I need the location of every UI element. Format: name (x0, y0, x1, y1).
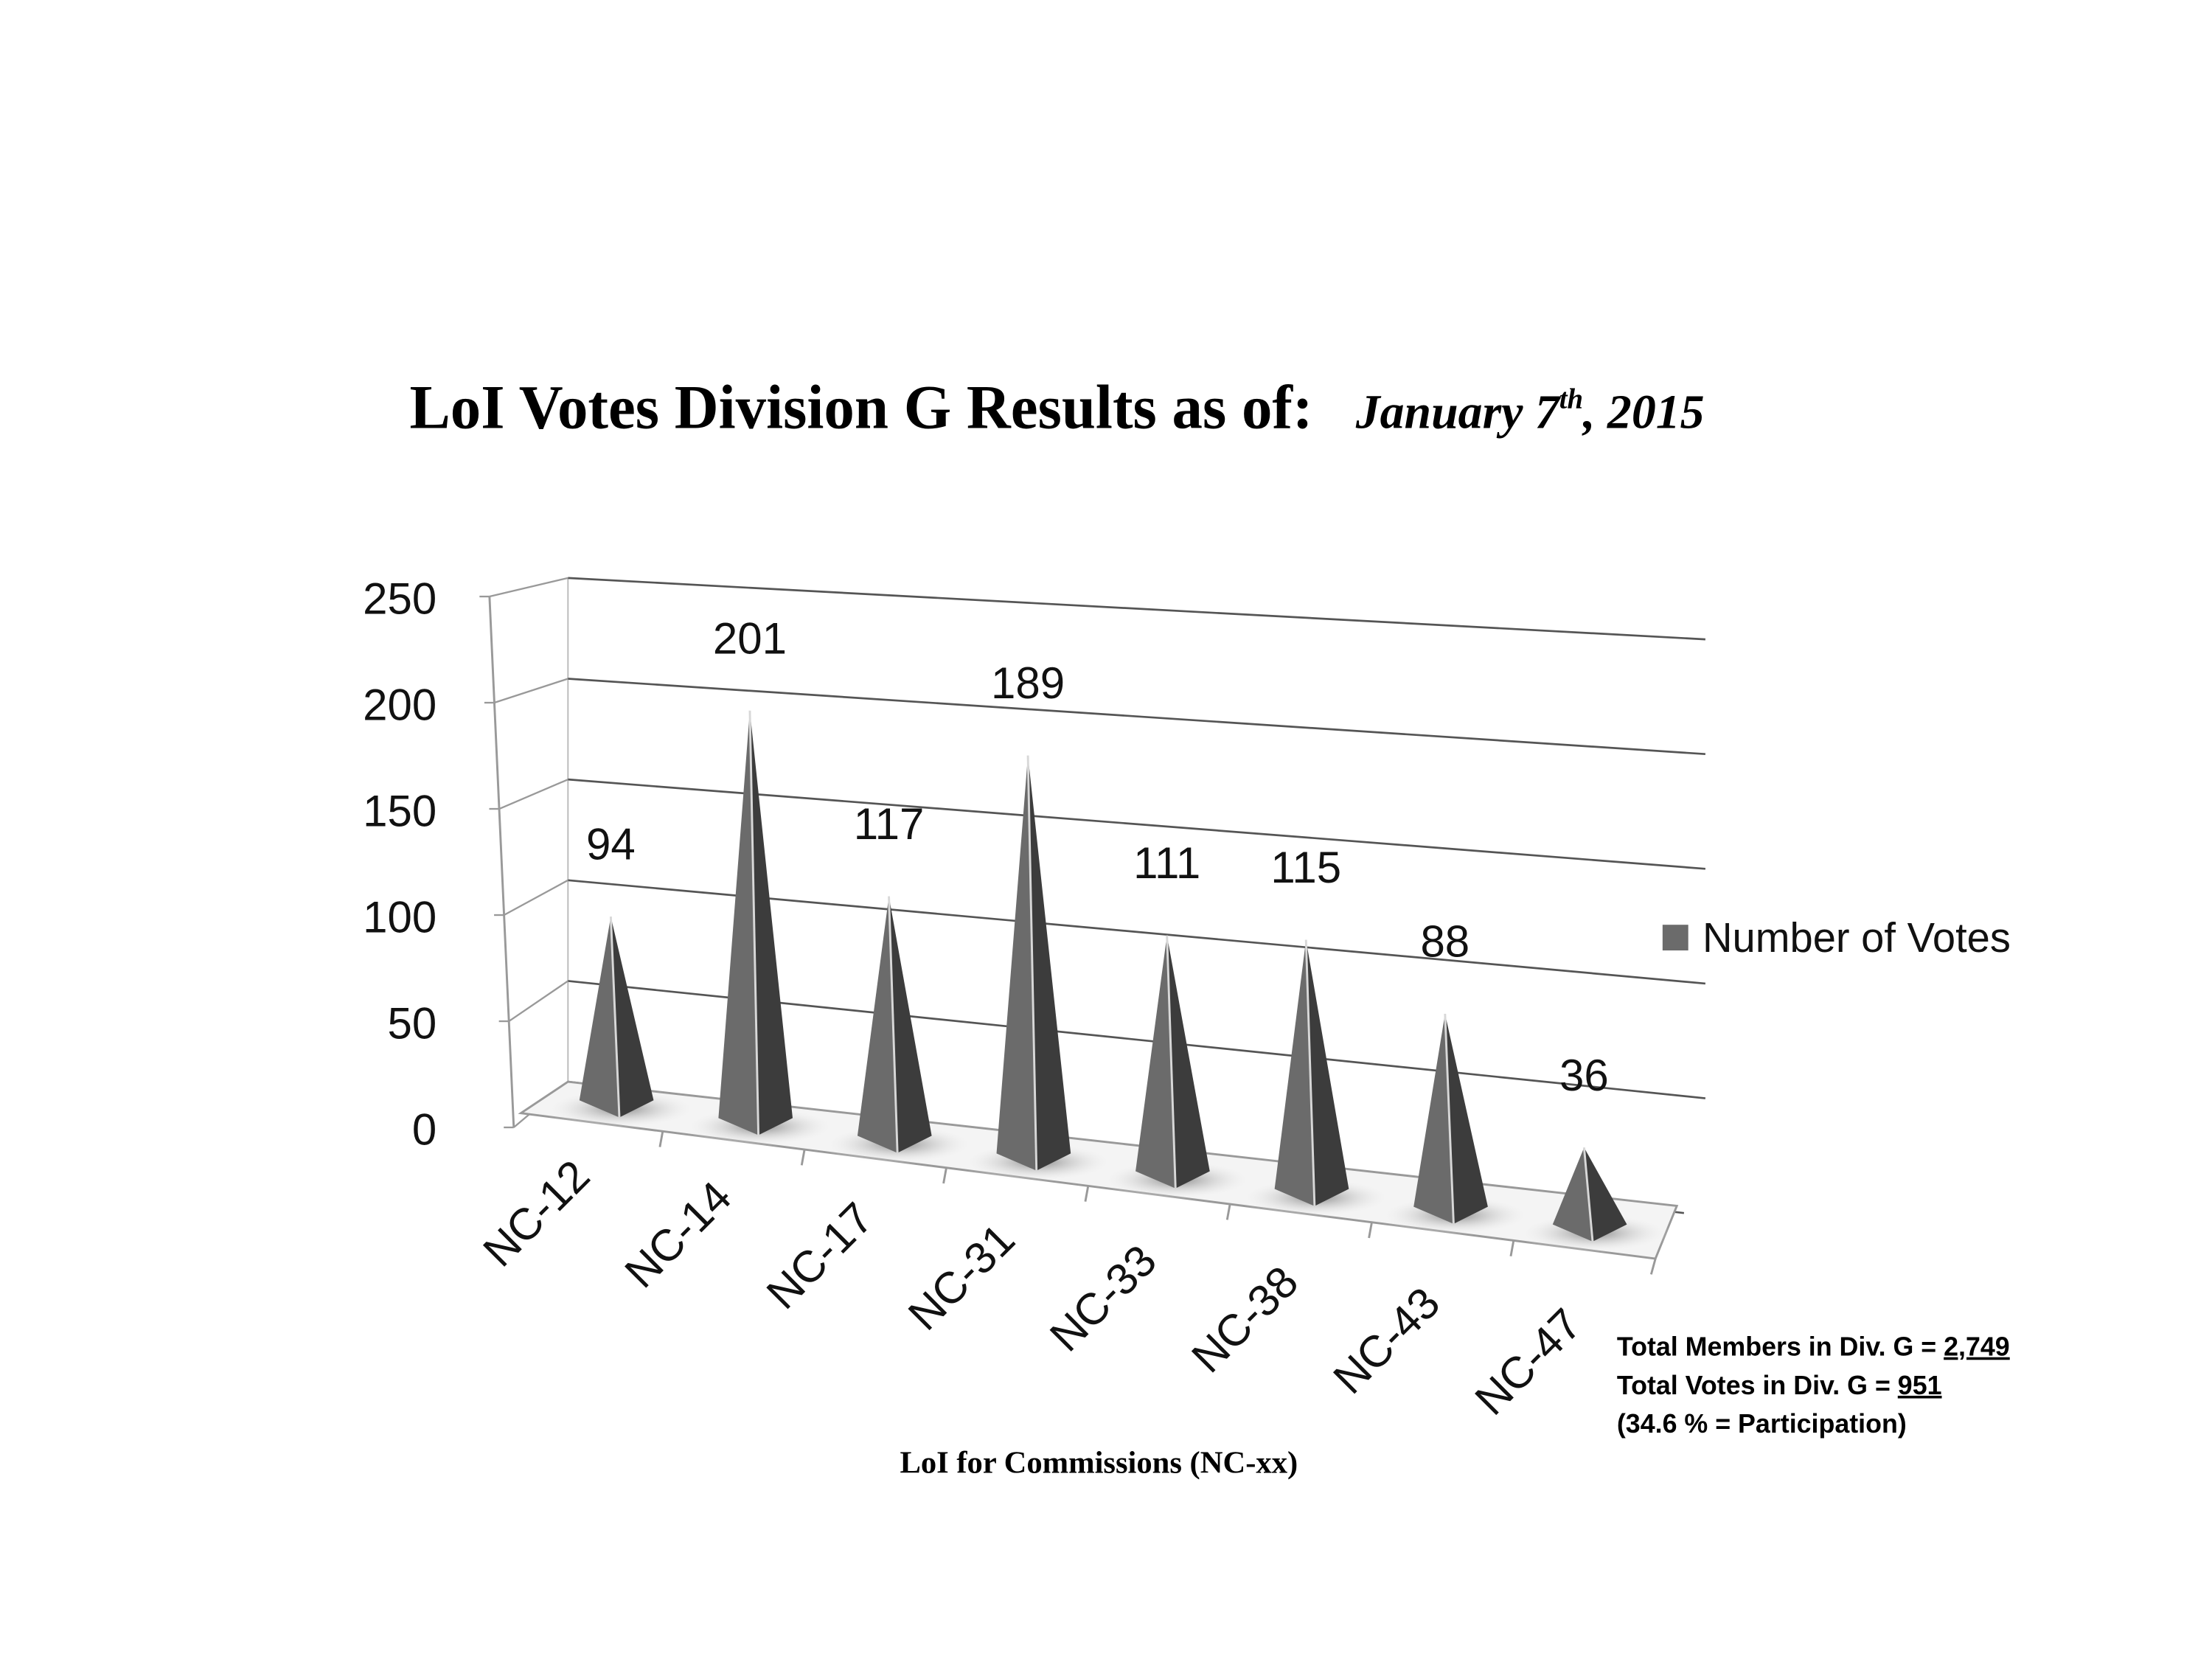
x-tick-label: NC-47 (1466, 1299, 1591, 1425)
pyramid-left-face (1552, 1147, 1593, 1242)
y-tick-label: 150 (363, 786, 437, 835)
pyramid-edge (1582, 1147, 1594, 1242)
data-label: 201 (713, 613, 787, 663)
data-label: 117 (854, 799, 925, 849)
pyramid-left-face (996, 755, 1037, 1171)
data-label: 189 (991, 658, 1065, 708)
data-label: 111 (1133, 838, 1200, 888)
side-gridline (494, 678, 568, 704)
data-label: 36 (1559, 1051, 1609, 1100)
pyramid-right-face (1306, 939, 1349, 1206)
pyramid-left-face (1274, 939, 1315, 1206)
data-label: 94 (586, 820, 636, 869)
x-tick-label: NC-17 (757, 1193, 883, 1318)
total-votes-note: Total Votes in Div. G = 951 (1617, 1371, 1942, 1400)
legend-label: Number of Votes (1703, 914, 2011, 961)
pyramid-right-face (888, 896, 932, 1153)
side-gridline (498, 779, 568, 810)
pyramid-left-face (1135, 935, 1176, 1189)
chart-title-date: January 7th, 2015 (1355, 384, 1705, 439)
pyramid-left-face (579, 917, 619, 1118)
pyramid-series: 94 201 117 189 111 115 88 36 (542, 613, 1673, 1256)
y-tick-label: 200 (363, 680, 437, 729)
x-tick-mark (1509, 1240, 1515, 1256)
gridline (568, 678, 1705, 756)
x-tick-label: NC-43 (1324, 1278, 1449, 1403)
pyramid-edge (1304, 939, 1316, 1206)
side-gridline (504, 879, 568, 917)
pyramid-right-face (1444, 1013, 1488, 1224)
pyramid-right-face (1584, 1147, 1627, 1242)
y-tick-label: 50 (388, 998, 437, 1048)
pyramid-left-face (857, 896, 898, 1153)
x-tick-label: NC-33 (1040, 1236, 1166, 1361)
x-tick-mark (1368, 1222, 1373, 1239)
x-tick-mark (1649, 1258, 1657, 1275)
y-tick-label: 250 (363, 574, 437, 623)
y-axis-ticks: 0 50 100 150 200 250 (363, 574, 437, 1154)
x-tick-mark (1084, 1186, 1090, 1202)
x-tick-label: NC-31 (899, 1214, 1024, 1340)
pyramid-edge (748, 710, 760, 1135)
data-label: 115 (1270, 843, 1341, 892)
x-tick-label: NC-14 (616, 1172, 741, 1297)
y-tick-label: 0 (412, 1105, 437, 1154)
pyramid-edge (888, 896, 899, 1153)
pyramid-left-face (718, 710, 759, 1135)
x-tick-label: NC-12 (473, 1151, 599, 1276)
pyramid-edge (1166, 935, 1177, 1189)
side-gridline (489, 577, 568, 598)
total-members-note: Total Members in Div. G = 2,749 (1617, 1332, 2010, 1362)
y-axis-line (488, 596, 515, 1128)
y-tick-label: 100 (363, 892, 437, 942)
pyramid-right-face (611, 917, 654, 1118)
x-tick-mark (942, 1167, 947, 1184)
x-tick-label: NC-38 (1182, 1256, 1307, 1382)
pyramid-right-face (749, 710, 793, 1135)
summary-notes: Total Members in Div. G = 2,749 Total Vo… (1617, 1332, 2010, 1439)
x-tick-mark (658, 1131, 664, 1147)
legend-swatch (1662, 925, 1688, 951)
pyramid-right-face (1028, 755, 1071, 1171)
x-axis-title: LoI for Commissions (NC-xx) (900, 1445, 1298, 1480)
participation-note: (34.6 % = Participation) (1617, 1409, 1907, 1439)
pyramid-right-face (1166, 935, 1210, 1189)
side-gridline (508, 980, 568, 1022)
pyramid-left-face (1413, 1013, 1454, 1224)
gridline (568, 577, 1705, 641)
pyramid-edge (1444, 1013, 1455, 1224)
pyramid-edge (1026, 755, 1038, 1171)
x-tick-mark (800, 1149, 806, 1166)
pyramid-edge (609, 917, 621, 1118)
chart-title: LoI Votes Division G Results as of: (409, 373, 1312, 442)
data-label: 88 (1420, 917, 1470, 967)
x-tick-mark (1225, 1203, 1231, 1220)
